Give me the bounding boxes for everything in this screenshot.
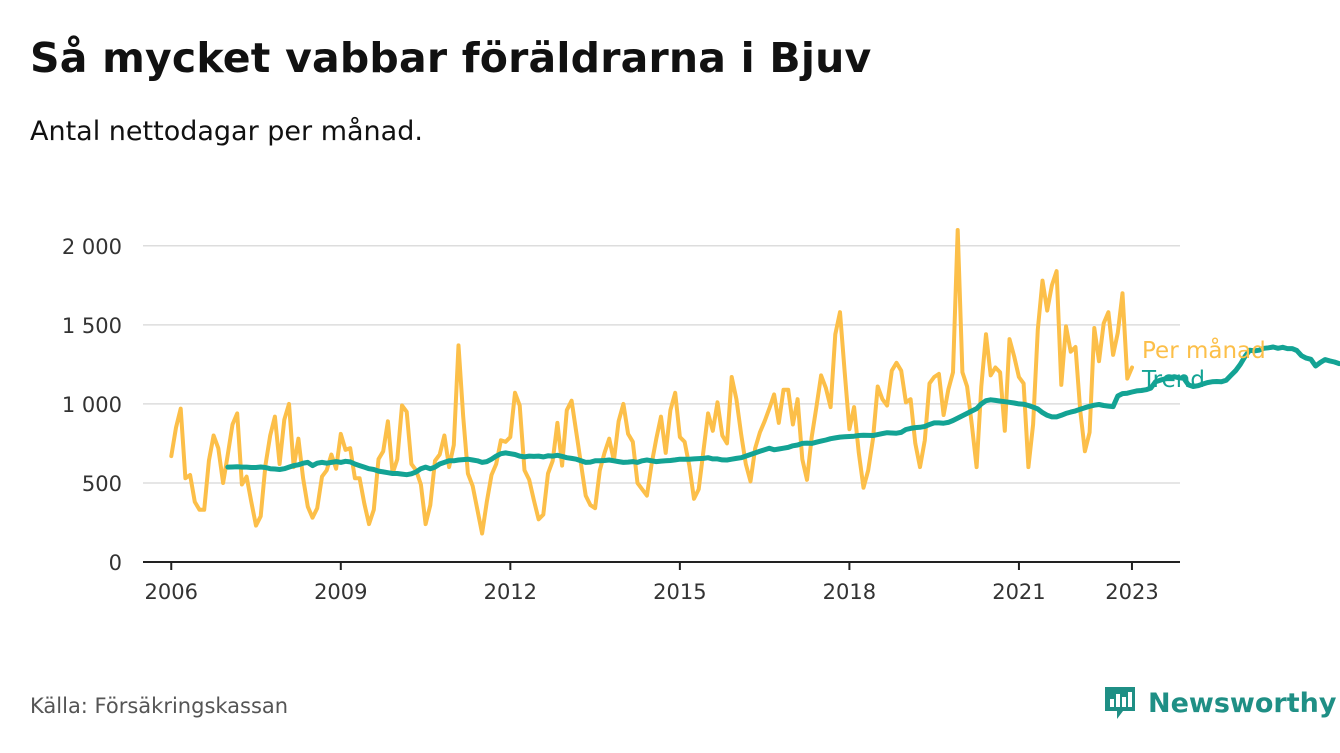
x-tick-label: 2006 [145, 580, 198, 604]
x-tick-label: 2021 [992, 580, 1045, 604]
chart-title: Så mycket vabbar föräldrarna i Bjuv [30, 34, 872, 82]
y-tick-label: 1 500 [62, 314, 122, 338]
x-tick-label: 2018 [823, 580, 876, 604]
line-chart: 0 500 1 000 1 500 2 000 2006 2009 2012 2015 2018… [62, 228, 1340, 604]
brand-name: Newsworthy [1148, 687, 1337, 719]
y-tick-label: 500 [82, 472, 122, 496]
x-axis-ticks: 2006 2009 2012 2015 2018 2021 2023 [143, 561, 1180, 604]
monthly-series-line [169, 228, 1134, 536]
y-tick-label: 2 000 [62, 235, 122, 259]
newsworthy-logo-icon [1105, 687, 1135, 719]
series-labels: Per månad Trend [1141, 336, 1266, 393]
source-note: Källa: Försäkringskassan [30, 694, 289, 718]
y-tick-label: 0 [109, 551, 122, 575]
y-tick-label: 1 000 [62, 393, 122, 417]
x-tick-label: 2015 [653, 580, 706, 604]
monthly-series-label: Per månad [1142, 336, 1266, 364]
x-tick-label: 2009 [314, 580, 367, 604]
trend-series-label: Trend [1141, 367, 1205, 393]
series-lines [169, 228, 1340, 536]
y-axis-ticks: 0 500 1 000 1 500 2 000 [62, 235, 122, 575]
x-tick-label: 2023 [1105, 580, 1158, 604]
trend-series-line [225, 344, 1340, 478]
brand-logo[interactable]: Newsworthy [1102, 684, 1336, 722]
x-tick-label: 2012 [484, 580, 537, 604]
chart-subtitle: Antal nettodagar per månad. [30, 116, 423, 147]
